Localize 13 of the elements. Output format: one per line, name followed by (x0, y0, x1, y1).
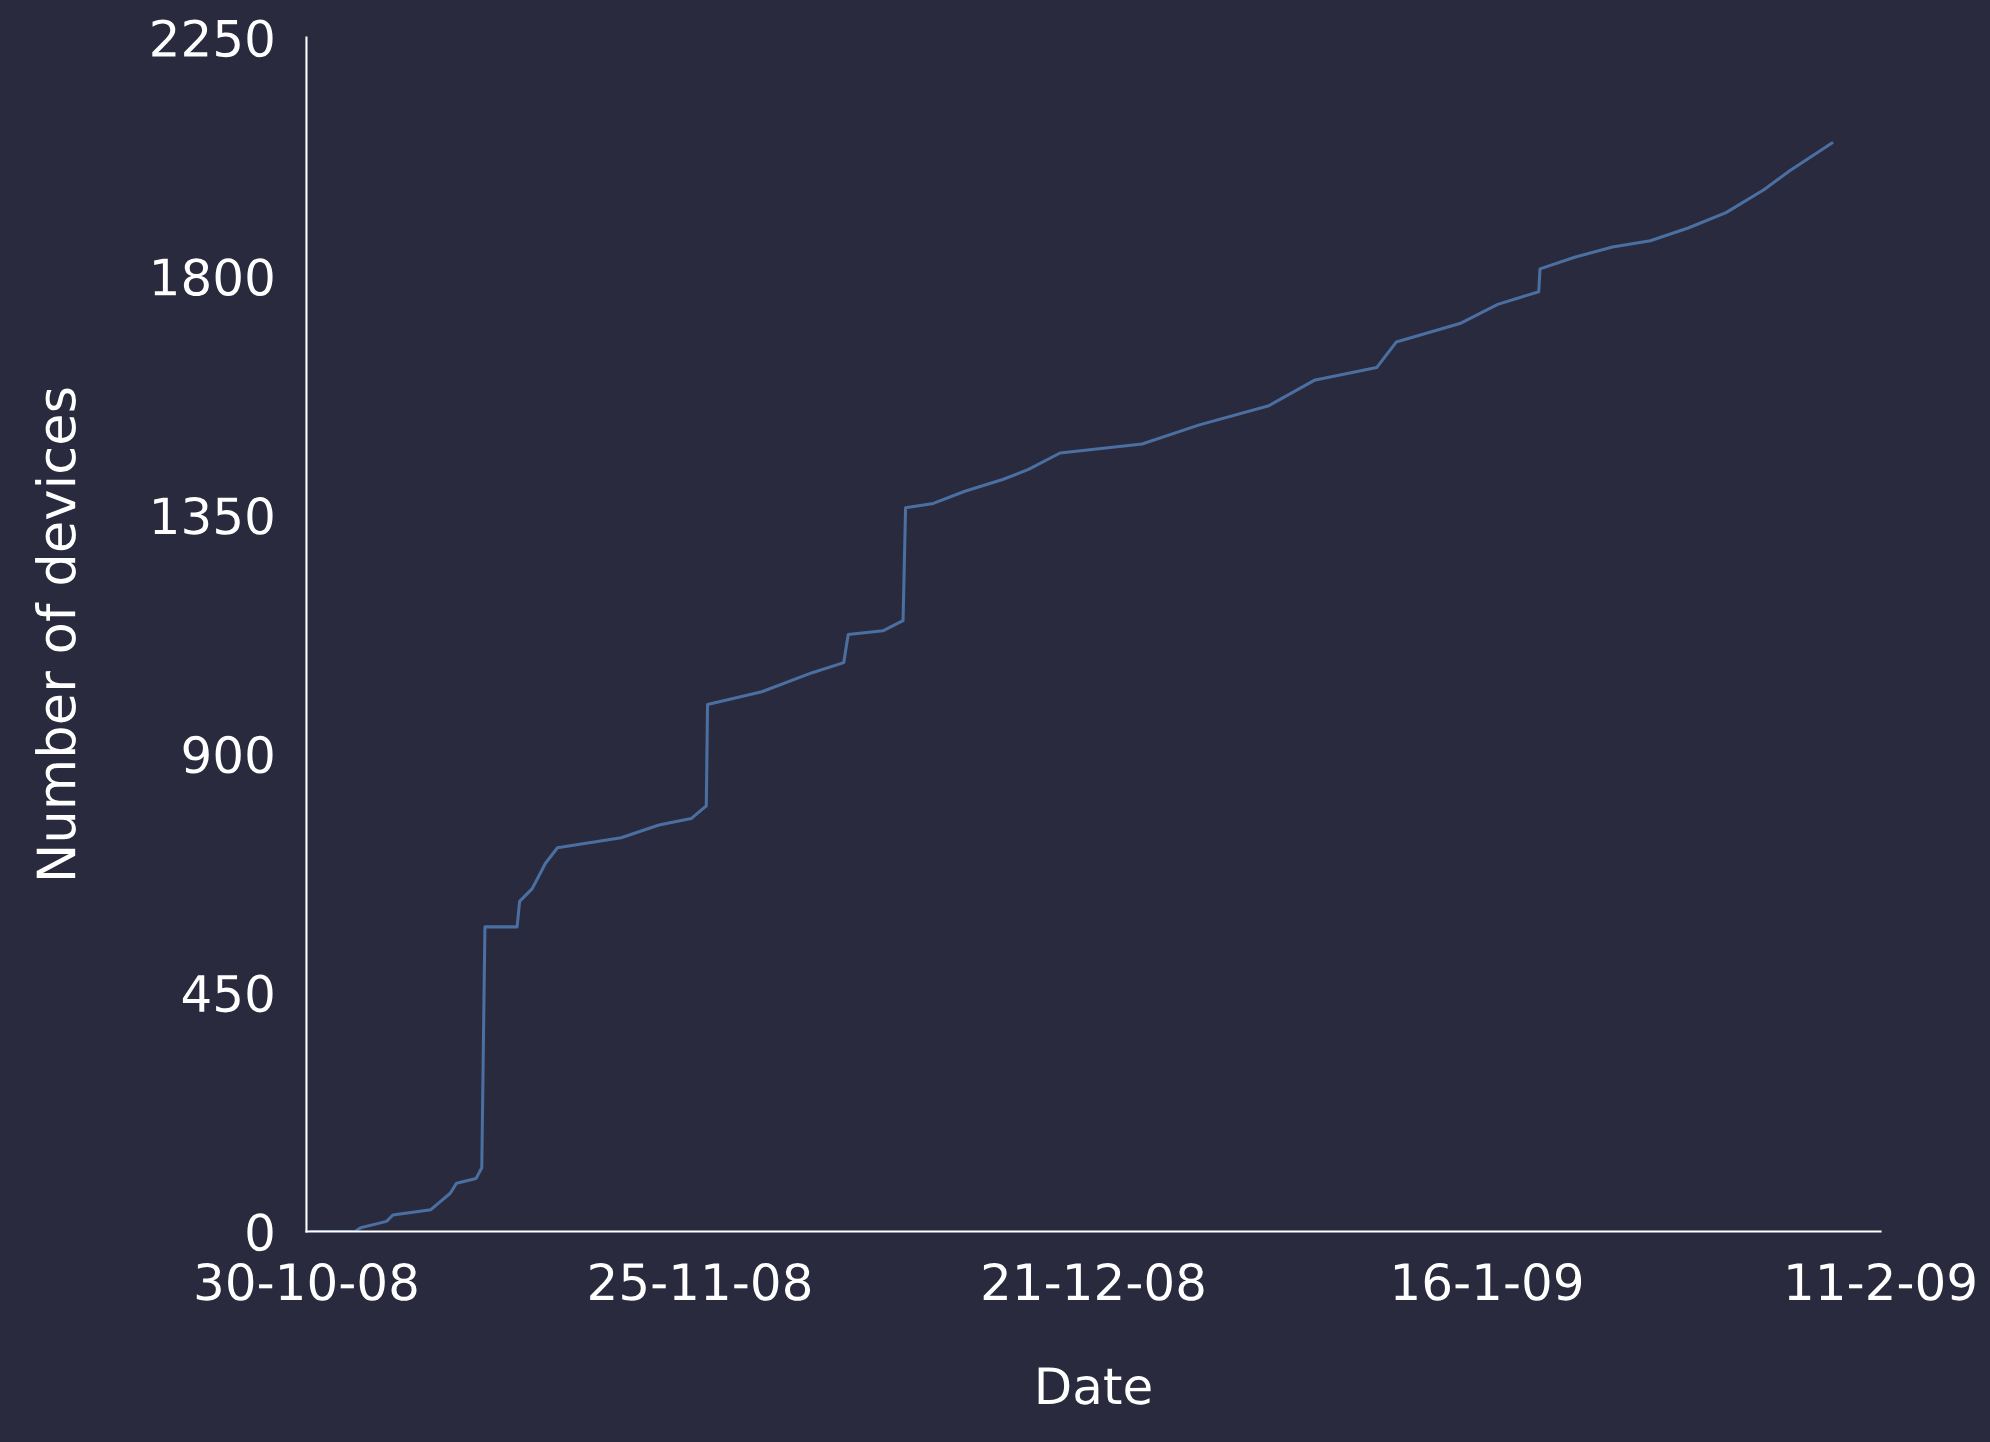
x-tick-label: 21-12-08 (983, 1262, 1204, 1301)
x-axis-title: Date (1038, 1367, 1151, 1405)
y-tick-label: 1800 (154, 258, 273, 296)
x-tick-label: 25-11-08 (590, 1262, 811, 1301)
y-axis-title: Number of devices (35, 388, 76, 878)
y-tick-label: 900 (183, 735, 273, 774)
x-tick-label: 16-1-09 (1394, 1262, 1582, 1301)
x-tick-label: 11-2-09 (1788, 1262, 1975, 1301)
y-tick-label: 0 (247, 1213, 273, 1252)
x-tick-label: 30-10-08 (196, 1262, 417, 1301)
y-tick-label: 2250 (152, 19, 273, 58)
y-tick-label: 450 (182, 974, 273, 1013)
y-tick-label: 1350 (154, 496, 273, 535)
